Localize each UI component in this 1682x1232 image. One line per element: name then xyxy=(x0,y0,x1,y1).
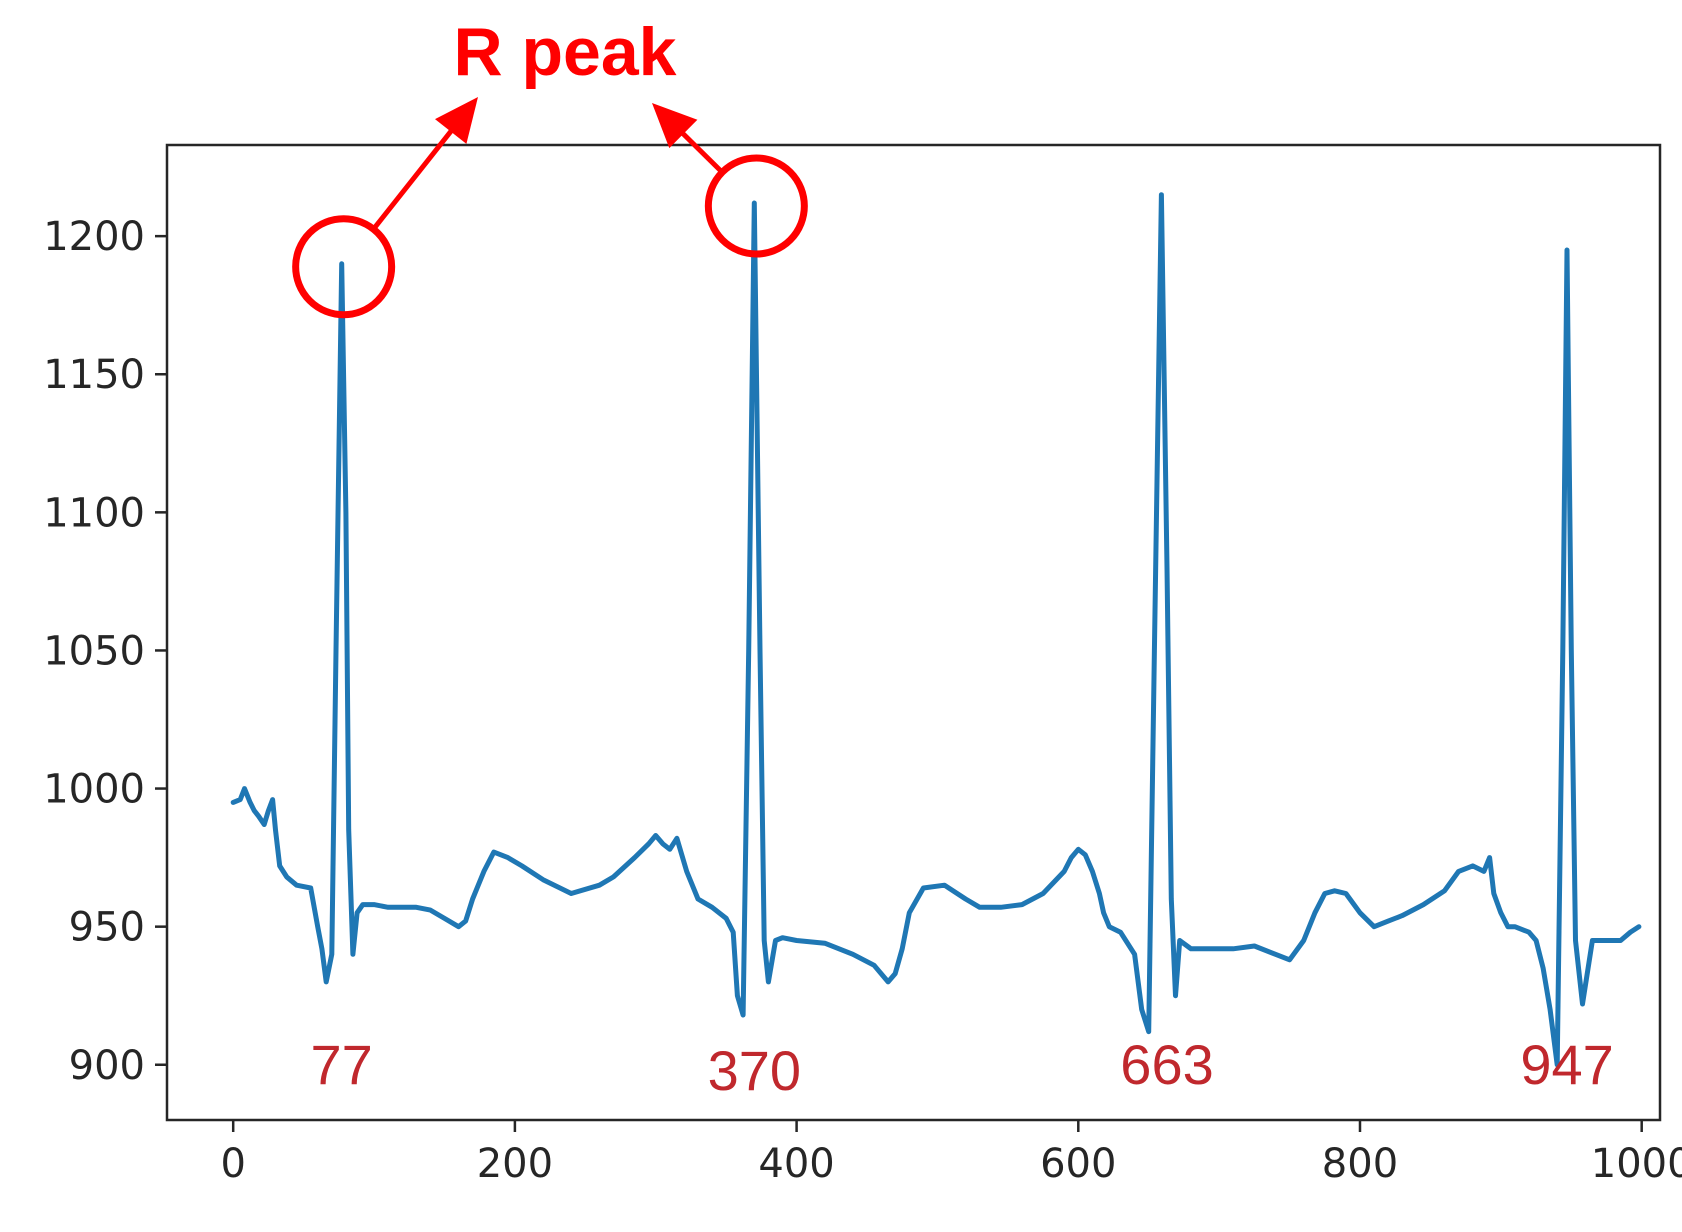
plot-area xyxy=(230,192,1642,1068)
axes: 0 200 400 600 800 1000 900 950 1000 1050 1100 1150 1… xyxy=(43,143,1682,1187)
peak-index-label: 370 xyxy=(708,1039,801,1102)
r-peak-circle xyxy=(704,154,808,258)
r-peak-arrow-head xyxy=(435,97,478,144)
x-tick-label: 400 xyxy=(758,1141,834,1187)
annotations: R peak 77 370 663 947 xyxy=(292,14,1614,1102)
y-tick-label: 950 xyxy=(69,905,145,951)
y-tick-label: 1150 xyxy=(43,352,145,398)
peak-index-label: 947 xyxy=(1520,1033,1613,1096)
x-tick-label: 800 xyxy=(1322,1141,1398,1187)
y-tick-label: 900 xyxy=(69,1043,145,1089)
r-peak-arrow-head xyxy=(652,103,698,149)
axes-frame xyxy=(165,143,1662,1122)
y-tick-label: 1200 xyxy=(43,214,145,260)
y-tick-label: 1050 xyxy=(43,628,145,674)
peak-index-label: 77 xyxy=(311,1033,373,1096)
r-peak-title: R peak xyxy=(454,14,677,90)
x-tick-label: 600 xyxy=(1040,1141,1116,1187)
y-tick-label: 1000 xyxy=(43,767,145,813)
peak-index-label: 663 xyxy=(1120,1033,1213,1096)
x-tick-label: 1000 xyxy=(1591,1141,1682,1187)
r-peak-circle xyxy=(292,215,396,319)
y-tick-label: 1100 xyxy=(43,490,145,536)
x-tick-label: 200 xyxy=(477,1141,553,1187)
series-line-0 xyxy=(230,192,1642,1068)
r-peak-arrow-shaft xyxy=(372,115,464,230)
x-tick-label: 0 xyxy=(220,1141,245,1187)
